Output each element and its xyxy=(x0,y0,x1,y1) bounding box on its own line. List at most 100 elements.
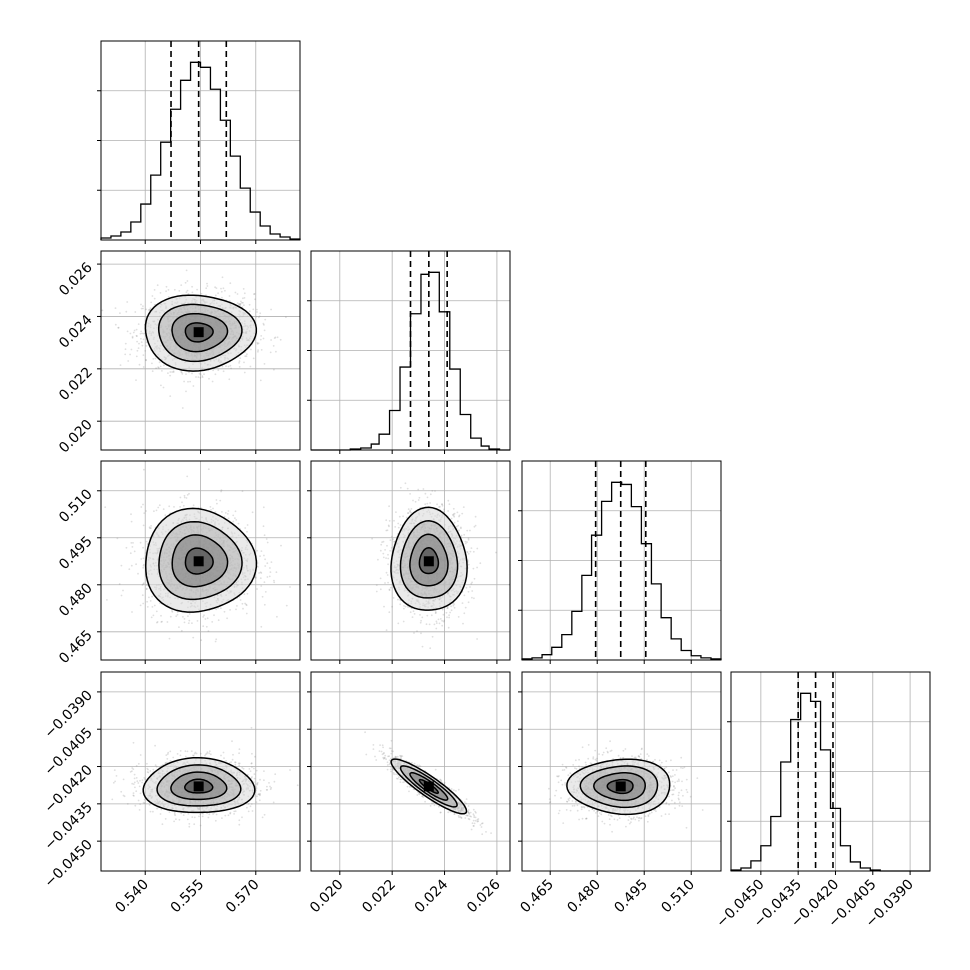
scatter-point xyxy=(156,621,159,623)
scatter-point xyxy=(387,553,389,556)
scatter-point xyxy=(212,507,214,510)
scatter-point xyxy=(235,608,237,611)
scatter-point xyxy=(466,551,468,553)
scatter-point xyxy=(140,303,142,306)
scatter-point xyxy=(260,585,263,587)
scatter-point xyxy=(244,527,247,529)
contour-line xyxy=(158,520,243,601)
contour-line xyxy=(157,303,243,363)
scatter-point xyxy=(134,311,137,313)
scatter-point xyxy=(219,499,222,502)
contour-line xyxy=(409,533,449,587)
scatter-point xyxy=(258,572,260,574)
scatter-point xyxy=(166,761,168,764)
scatter-point xyxy=(126,330,129,333)
hist-panel-1 xyxy=(307,250,511,454)
scatter-point xyxy=(471,590,474,592)
scatter-point xyxy=(257,349,259,351)
scatter-point xyxy=(221,276,224,279)
scatter-point xyxy=(201,375,204,377)
scatter-point xyxy=(442,620,445,623)
scatter-point xyxy=(385,519,388,522)
scatter-point xyxy=(443,619,446,622)
scatter-point xyxy=(456,511,459,514)
scatter-point xyxy=(142,557,145,560)
scatter-point xyxy=(254,576,256,579)
scatter-point xyxy=(393,519,395,522)
scatter-point xyxy=(260,625,263,628)
scatter-point xyxy=(447,510,449,512)
scatter-point xyxy=(104,506,107,509)
histogram-step xyxy=(521,481,722,660)
scatter-point xyxy=(149,527,151,530)
scatter-point xyxy=(280,544,282,547)
scatter-point xyxy=(395,511,397,513)
scatter-point xyxy=(228,378,231,381)
scatter-point xyxy=(252,308,255,311)
scatter-point xyxy=(424,503,427,506)
scatter-point xyxy=(240,300,242,303)
scatter-point xyxy=(169,374,172,377)
scatter-point xyxy=(153,297,156,300)
scatter-point xyxy=(137,572,139,575)
scatter-point xyxy=(192,636,195,639)
scatter-point xyxy=(185,291,188,294)
scatter-point xyxy=(172,371,175,373)
scatter-point xyxy=(149,600,152,602)
scatter-point xyxy=(242,301,244,304)
scatter-point xyxy=(192,385,195,387)
scatter-point xyxy=(279,338,282,341)
scatter-point xyxy=(229,609,232,611)
scatter-point xyxy=(215,608,218,611)
density-peak xyxy=(193,327,204,338)
scatter-point xyxy=(445,611,448,614)
scatter-point xyxy=(187,622,190,624)
scatter-point xyxy=(473,525,476,528)
scatter-point xyxy=(397,526,400,529)
scatter-point xyxy=(200,507,202,509)
scatter-point xyxy=(270,561,273,563)
scatter-point xyxy=(156,284,159,287)
scatter-point xyxy=(244,355,247,358)
scatter-point xyxy=(145,345,148,347)
scatter-point xyxy=(388,520,391,522)
scatter-point xyxy=(382,540,385,543)
scatter-point xyxy=(382,556,385,559)
scatter-point xyxy=(394,526,397,528)
scatter-point xyxy=(469,550,472,553)
scatter-point xyxy=(422,488,425,490)
histogram-step xyxy=(730,692,930,872)
scatter-point xyxy=(153,303,156,306)
scatter-point xyxy=(150,527,152,529)
scatter-point xyxy=(217,619,220,622)
scatter-point xyxy=(248,310,251,313)
scatter-point xyxy=(258,315,261,318)
scatter-point xyxy=(125,310,128,313)
scatter-point xyxy=(130,513,132,516)
scatter-point xyxy=(180,371,183,373)
scatter-point xyxy=(169,395,172,397)
contour-line xyxy=(399,520,459,599)
scatter-point xyxy=(138,363,141,366)
scatter-point xyxy=(255,315,258,318)
scatter-point xyxy=(185,373,187,375)
scatter-point xyxy=(274,336,277,339)
scatter-point xyxy=(257,350,259,353)
scatter-point xyxy=(136,340,139,343)
scatter-point xyxy=(231,740,233,743)
scatter-point xyxy=(160,384,162,387)
scatter-point xyxy=(161,370,163,372)
scatter-point xyxy=(435,611,437,614)
scatter-point xyxy=(453,603,456,605)
scatter-point xyxy=(181,501,183,504)
scatter-point xyxy=(145,587,148,590)
scatter-point xyxy=(183,380,186,383)
panel-frame xyxy=(730,671,931,872)
scatter-point xyxy=(140,506,143,508)
scatter-point xyxy=(420,619,422,622)
scatter-point xyxy=(434,612,437,614)
scatter-point xyxy=(264,558,266,561)
scatter-point xyxy=(229,364,232,367)
scatter-point xyxy=(227,365,230,368)
scatter-point xyxy=(220,607,222,610)
